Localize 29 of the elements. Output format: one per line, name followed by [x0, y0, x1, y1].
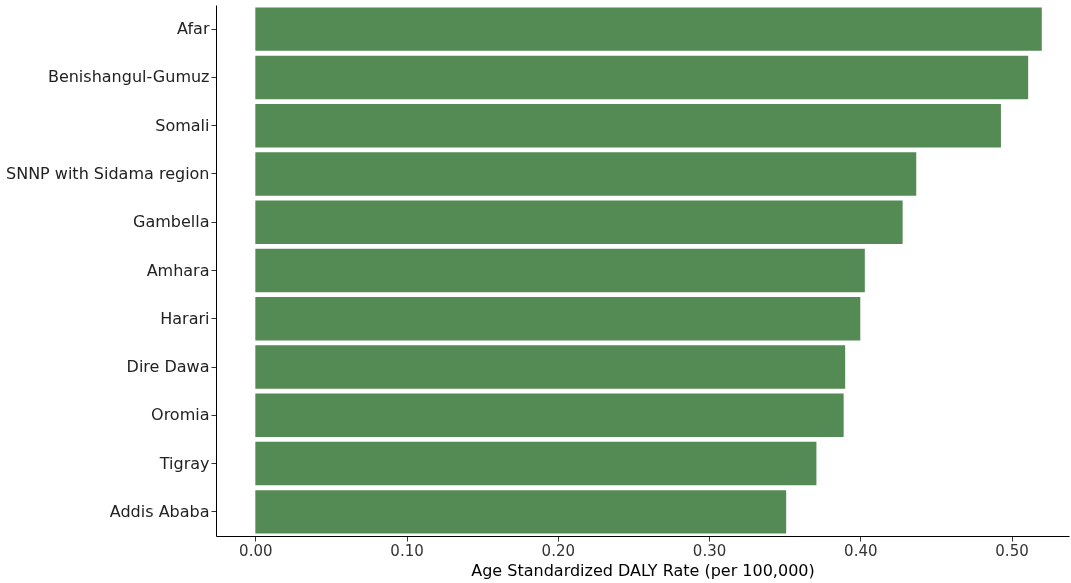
x-tick-label: 0.20	[541, 541, 576, 560]
x-axis-title: Age Standardized DALY Rate (per 100,000)	[471, 560, 815, 580]
y-tick-label: Harari	[160, 308, 210, 328]
x-tick-label: 0.00	[239, 541, 273, 560]
x-tick-label: 0.30	[692, 541, 727, 560]
bar	[255, 248, 865, 293]
y-tick-label: Addis Ababa	[109, 501, 210, 521]
bar	[255, 393, 844, 438]
x-tick-label: 0.10	[390, 541, 424, 560]
y-tick-label: Benishangul-Gumuz	[47, 67, 210, 87]
y-tick-label: SNNP with Sidama region	[6, 163, 210, 183]
bar	[255, 441, 817, 486]
bar	[255, 103, 1001, 148]
x-tick-label: 0.50	[995, 541, 1029, 560]
bar	[255, 7, 1042, 51]
bar	[255, 55, 1029, 100]
y-tick-label: Oromia	[151, 405, 210, 425]
bar	[255, 152, 917, 196]
y-tick-label: Afar	[177, 19, 210, 39]
y-tick-label: Amhara	[146, 260, 210, 280]
y-tick-label: Dire Dawa	[126, 357, 210, 377]
x-tick-label: 0.40	[844, 541, 878, 560]
bar	[255, 345, 846, 389]
bar	[255, 297, 861, 341]
y-tick-label: Somali	[155, 115, 210, 135]
bar	[255, 200, 903, 244]
bar	[255, 490, 787, 534]
y-tick-label: Gambella	[133, 212, 210, 232]
y-tick-label: Tigray	[158, 453, 210, 473]
